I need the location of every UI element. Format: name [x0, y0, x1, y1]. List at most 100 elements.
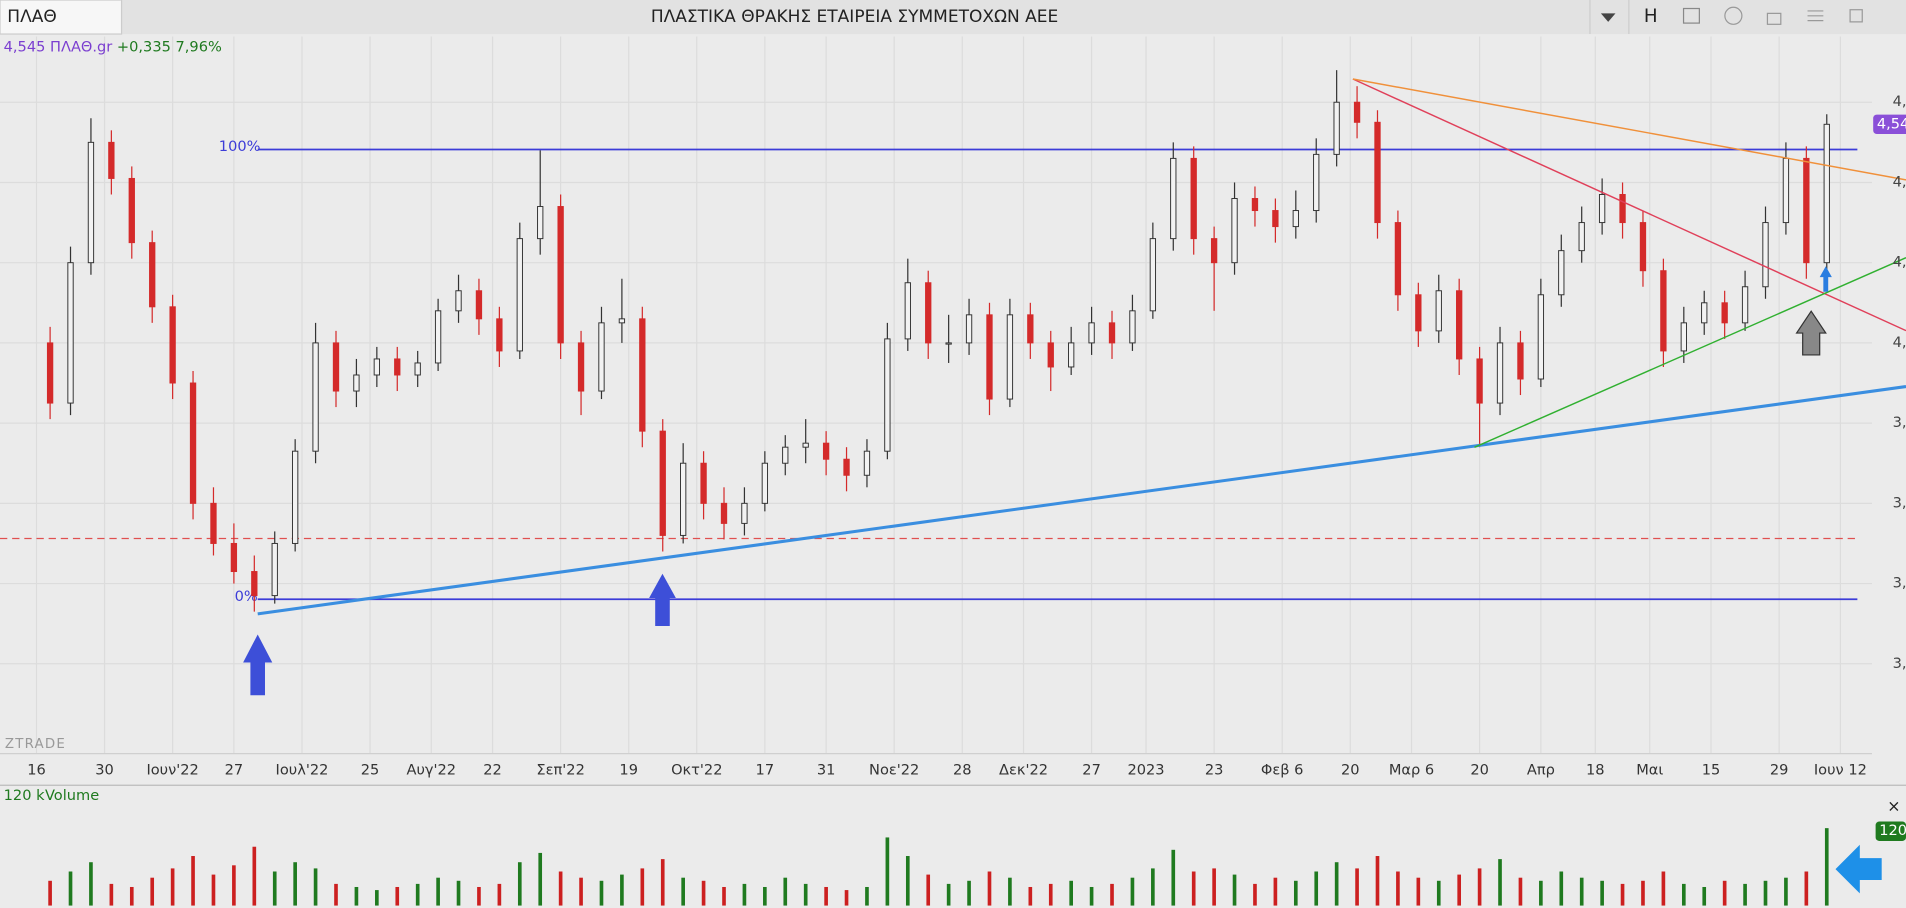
candles	[46, 70, 1830, 612]
symbol-tab[interactable]	[0, 0, 123, 35]
volume-bar	[967, 880, 971, 906]
candle-body	[1721, 302, 1728, 324]
volume-bar	[1498, 859, 1502, 906]
candle-body	[1251, 198, 1259, 212]
x-tick-label: Νοε'22	[869, 762, 919, 779]
volume-bar	[763, 886, 767, 906]
volume-bar	[1375, 856, 1380, 906]
lock-button[interactable]	[1766, 12, 1782, 25]
candle-body	[1803, 157, 1810, 264]
candle-body	[1537, 294, 1545, 380]
candle-body	[1088, 322, 1095, 344]
volume-bar	[109, 883, 114, 906]
last-price-label: 4,545	[1877, 115, 1906, 132]
volume-title: Volume	[45, 787, 99, 804]
candle-body	[1210, 238, 1218, 264]
y-tick-label: 3,	[1893, 655, 1906, 672]
x-tick-label: 20	[1470, 762, 1489, 779]
candle-body	[1558, 250, 1565, 296]
candle-body	[598, 322, 605, 392]
candle-body	[108, 141, 115, 179]
candle-body	[373, 358, 381, 376]
candle-body	[1394, 222, 1402, 296]
candle-body	[741, 502, 748, 524]
volume-bar	[1273, 877, 1278, 906]
volume-bar	[783, 877, 788, 906]
volume-bar	[1763, 880, 1768, 906]
volume-bar	[1130, 877, 1135, 906]
volume-close-button[interactable]: ×	[1887, 797, 1900, 816]
volume-bar	[1784, 877, 1788, 906]
candle-body	[1496, 342, 1504, 404]
volume-tick-label: 120	[1879, 822, 1906, 839]
x-tick-label: Φεβ 6	[1261, 762, 1304, 779]
volume-bar	[1743, 883, 1747, 906]
volume-bar	[1008, 877, 1012, 906]
volume-bar	[170, 868, 175, 906]
x-tick-label: 30	[95, 762, 114, 779]
restore-button[interactable]	[1849, 9, 1863, 23]
arrow-up-grey	[1795, 310, 1827, 356]
candle-body	[843, 458, 850, 476]
panel-button[interactable]	[1682, 7, 1700, 24]
y-tick-label: 4,	[1893, 93, 1906, 110]
candle-body	[659, 430, 666, 536]
y-tick-label: 3,	[1893, 494, 1906, 511]
volume-bar	[1579, 877, 1584, 906]
candle-body	[1068, 342, 1075, 368]
candle-body	[986, 314, 993, 400]
volume-bar	[1212, 868, 1216, 906]
menu-button[interactable]	[1807, 10, 1824, 22]
volume-bar	[150, 877, 155, 906]
volume-bar	[1110, 883, 1114, 906]
volume-bar	[1396, 871, 1400, 906]
last-price-tag	[1873, 114, 1906, 135]
volume-bar	[1293, 880, 1298, 906]
volume-bar	[1702, 886, 1707, 906]
watermark: ZTRADE	[5, 737, 66, 752]
y-tick-label: 3,	[1893, 414, 1906, 431]
candle-body	[1272, 210, 1279, 228]
volume-bar	[905, 856, 910, 906]
y-tick-label: 3,	[1893, 575, 1906, 592]
volume-bar	[1620, 883, 1625, 906]
x-tick-label: Μαρ 6	[1389, 762, 1434, 779]
volume-bar	[68, 871, 73, 906]
volume-bar	[232, 865, 236, 906]
x-tick-label: Ιουλ'22	[276, 762, 329, 779]
quote-button[interactable]	[1724, 6, 1743, 25]
candle-body	[434, 310, 442, 364]
candle-body	[965, 314, 973, 344]
x-tick-label: 16	[27, 762, 46, 779]
volume-bar	[1048, 883, 1053, 906]
volume-bar	[517, 862, 522, 906]
x-tick-label: Ιουν 12	[1814, 762, 1867, 779]
dropdown-button[interactable]	[1600, 13, 1616, 22]
candle-body	[1639, 222, 1647, 272]
scroll-arrow[interactable]	[1835, 844, 1882, 894]
candle-body	[822, 442, 830, 460]
trendline-blue	[257, 385, 1906, 616]
volume-bar	[742, 883, 747, 906]
arrow-up	[243, 634, 273, 696]
symbol-tab-label[interactable]: ΠΛΑΘ	[7, 7, 56, 27]
candle-body	[271, 542, 278, 597]
candle-body	[618, 318, 626, 324]
volume-bar	[538, 852, 543, 906]
candle-body	[1435, 290, 1442, 332]
x-axis: 16 30 Ιουν'22 27 Ιουλ'22 25 Αυγ'22 22 Σεπ'22 19 Οκ…	[27, 762, 1867, 779]
volume-bar	[129, 886, 134, 906]
candle-body	[1333, 101, 1340, 155]
volume-bar	[926, 874, 931, 906]
candle-body	[251, 571, 258, 597]
trendline-orange	[1352, 78, 1906, 181]
candle-body	[291, 450, 299, 544]
h-button[interactable]: H	[1644, 6, 1658, 27]
candle-body	[1190, 157, 1197, 240]
candle-body	[863, 450, 871, 476]
candle-body	[353, 374, 360, 392]
candle-body	[189, 382, 197, 504]
trendline-green	[1474, 257, 1906, 448]
